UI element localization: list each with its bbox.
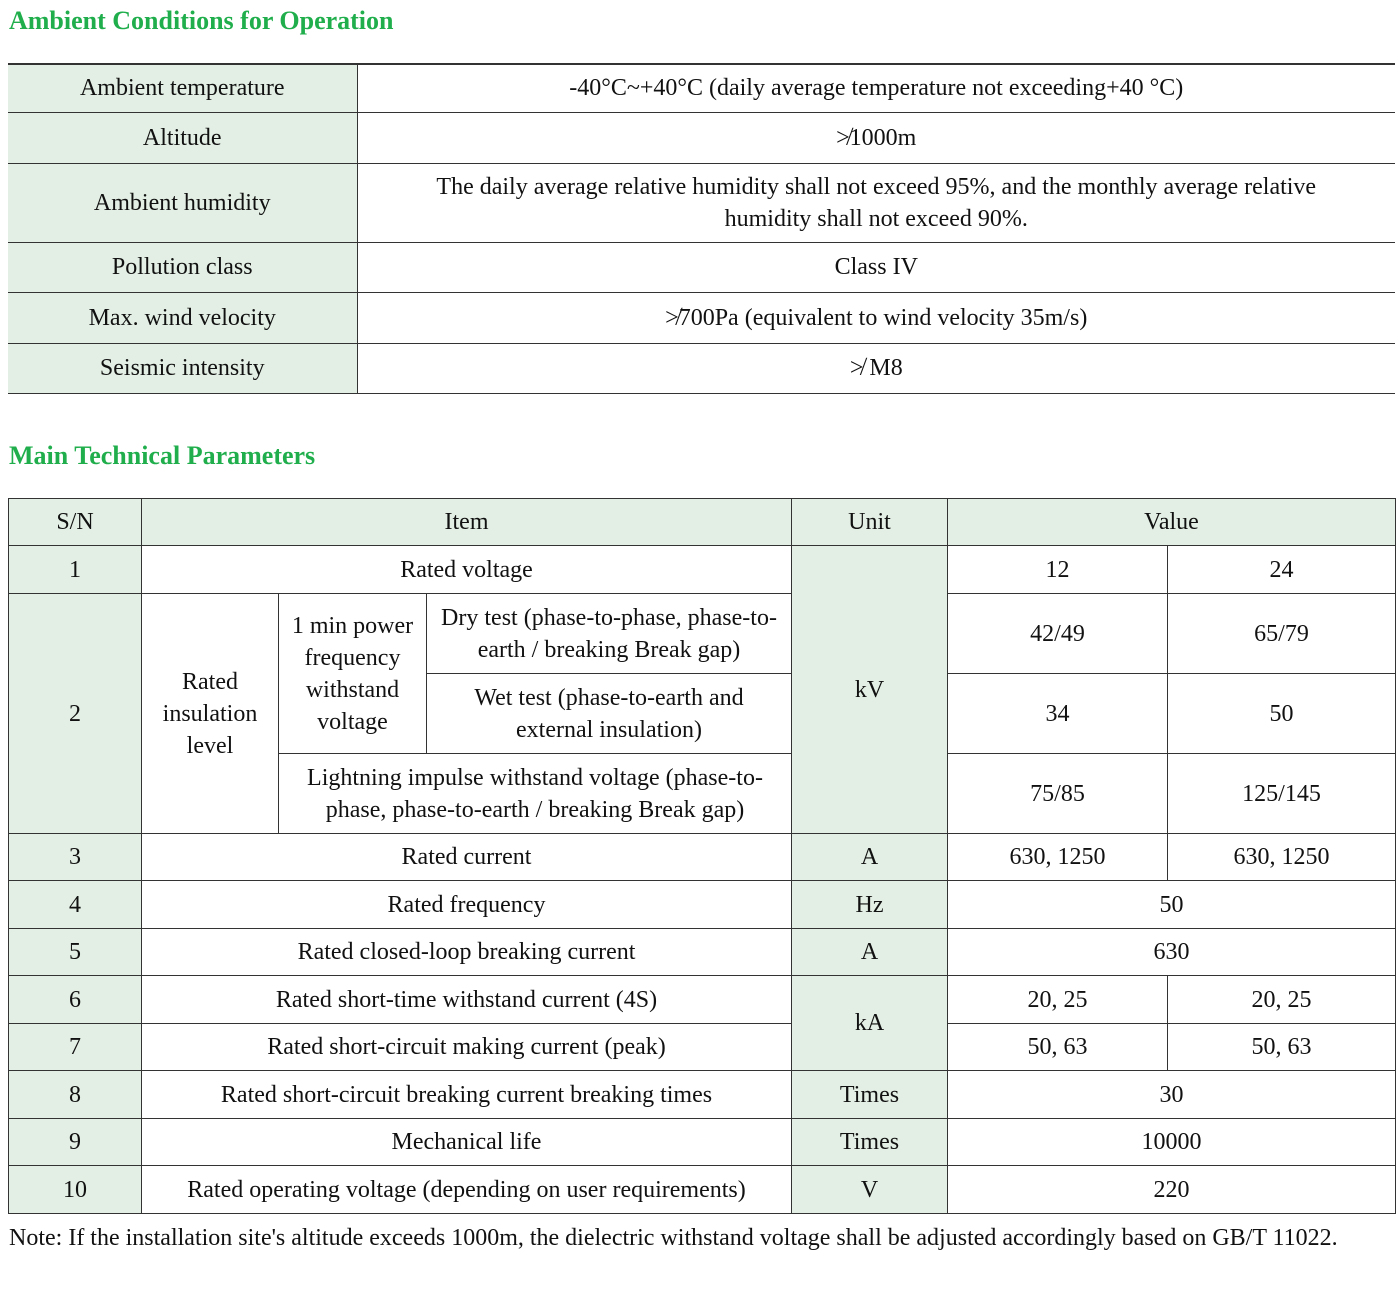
cell: Wet test (phase-to-earth and external in… bbox=[426, 673, 792, 754]
note: Note: If the installation site's altitud… bbox=[9, 1225, 1338, 1251]
cell: 7 bbox=[8, 1023, 142, 1071]
cell: 10000 bbox=[947, 1118, 1396, 1166]
cell: Seismic intensity bbox=[8, 342, 358, 394]
cell: 6 bbox=[8, 975, 142, 1024]
section-title: Ambient Conditions for Operation bbox=[9, 6, 394, 35]
cell: Rated insulation level bbox=[141, 593, 279, 834]
cell: A bbox=[791, 833, 948, 881]
cell: Altitude bbox=[8, 111, 358, 164]
cell: 8 bbox=[8, 1070, 142, 1119]
cell: Rated short-circuit making current (peak… bbox=[141, 1023, 792, 1071]
section-title: Main Technical Parameters bbox=[9, 441, 316, 470]
parameters-table: S/N Item Unit Value 1 Rated voltage kV 1… bbox=[8, 498, 1396, 1214]
cell: 1 min power frequency withstand voltage bbox=[278, 593, 427, 754]
cell: A bbox=[791, 928, 948, 976]
header-cell: Value bbox=[947, 498, 1396, 546]
cell: 20, 25 bbox=[1167, 975, 1396, 1024]
cell: 5 bbox=[8, 928, 142, 976]
cell: ≯700Pa (equivalent to wind velocity 35m/… bbox=[356, 291, 1395, 344]
cell: Times bbox=[791, 1118, 948, 1166]
cell: 630, 1250 bbox=[1167, 833, 1396, 881]
cell: 630, 1250 bbox=[947, 833, 1168, 881]
cell: Rated short-time withstand current (4S) bbox=[141, 975, 792, 1024]
cell: 12 bbox=[947, 545, 1168, 594]
cell: Dry test (phase-to-phase, phase-to-earth… bbox=[426, 593, 792, 674]
cell: 65/79 bbox=[1167, 593, 1396, 674]
cell: 2 bbox=[8, 593, 142, 834]
cell: 50, 63 bbox=[947, 1023, 1168, 1071]
cell: 50 bbox=[947, 880, 1396, 929]
cell: kA bbox=[791, 975, 948, 1071]
cell: 630 bbox=[947, 928, 1396, 976]
cell: Hz bbox=[791, 880, 948, 929]
cell: Rated voltage bbox=[141, 545, 792, 594]
cell: -40°C~+40°C (daily average temperature n… bbox=[356, 63, 1395, 113]
cell: 1 bbox=[8, 545, 142, 594]
cell: 30 bbox=[947, 1070, 1396, 1119]
cell: Max. wind velocity bbox=[8, 291, 358, 344]
cell: 24 bbox=[1167, 545, 1396, 594]
cell: Mechanical life bbox=[141, 1118, 792, 1166]
cell: Ambient temperature bbox=[8, 63, 358, 113]
cell: 34 bbox=[947, 673, 1168, 754]
ambient-table: Ambient temperature -40°C~+40°C (daily av… bbox=[8, 63, 1395, 394]
cell: 9 bbox=[8, 1118, 142, 1166]
cell: ≯1000m bbox=[356, 111, 1395, 164]
header-cell: Item bbox=[141, 498, 792, 546]
cell: 10 bbox=[8, 1165, 142, 1214]
cell: The daily average relative humidity shal… bbox=[356, 162, 1395, 243]
header-cell: Unit bbox=[791, 498, 948, 546]
cell: kV bbox=[791, 545, 948, 834]
cell: 125/145 bbox=[1167, 753, 1396, 834]
cell: 75/85 bbox=[947, 753, 1168, 834]
cell: Rated closed-loop breaking current bbox=[141, 928, 792, 976]
cell: Rated operating voltage (depending on us… bbox=[141, 1165, 792, 1214]
cell: Rated frequency bbox=[141, 880, 792, 929]
cell: 4 bbox=[8, 880, 142, 929]
cell: Times bbox=[791, 1070, 948, 1119]
cell: Rated short-circuit breaking current bre… bbox=[141, 1070, 792, 1119]
cell: 3 bbox=[8, 833, 142, 881]
header-cell: S/N bbox=[8, 498, 142, 546]
cell: 220 bbox=[947, 1165, 1396, 1214]
cell: 42/49 bbox=[947, 593, 1168, 674]
cell: ≯ M8 bbox=[356, 342, 1395, 394]
cell: Lightning impulse withstand voltage (pha… bbox=[278, 753, 792, 834]
cell: Class IV bbox=[356, 241, 1395, 293]
cell: Ambient humidity bbox=[8, 162, 358, 243]
cell: 20, 25 bbox=[947, 975, 1168, 1024]
cell: Pollution class bbox=[8, 241, 358, 293]
cell: 50, 63 bbox=[1167, 1023, 1396, 1071]
cell: Rated current bbox=[141, 833, 792, 881]
cell: 50 bbox=[1167, 673, 1396, 754]
cell: V bbox=[791, 1165, 948, 1214]
